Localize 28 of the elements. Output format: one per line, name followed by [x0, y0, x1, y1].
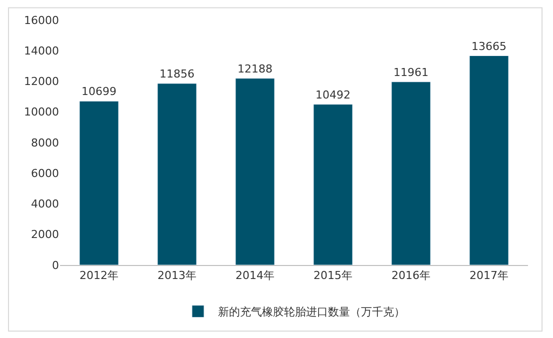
bar — [469, 56, 509, 265]
x-tick-label: 2016年 — [392, 269, 430, 282]
x-tick-label: 2015年 — [314, 269, 352, 282]
y-tick-label: 16000 — [24, 14, 59, 27]
bar — [391, 82, 431, 265]
y-tick-label: 14000 — [24, 44, 59, 58]
bar — [313, 104, 353, 265]
legend-label: 新的充气橡胶轮胎进口数量（万千克） — [218, 306, 405, 319]
data-label: 13665 — [472, 40, 506, 53]
data-label: 10699 — [82, 85, 116, 98]
y-tick-label: 12000 — [24, 75, 59, 88]
data-label: 11961 — [394, 66, 428, 79]
data-label: 12188 — [238, 62, 272, 76]
y-tick-label: 2000 — [31, 228, 59, 242]
y-tick-label: 8000 — [31, 136, 59, 150]
bar — [157, 83, 197, 265]
bar — [79, 100, 119, 265]
data-label: 11856 — [160, 67, 194, 80]
data-label: 10492 — [316, 88, 350, 102]
y-tick-label: 0 — [52, 258, 59, 272]
x-tick-label: 2017年 — [470, 269, 508, 282]
bar — [235, 78, 275, 265]
y-tick-label: 6000 — [31, 166, 59, 180]
y-tick-label: 4000 — [31, 198, 59, 211]
y-tick-label: 10000 — [24, 106, 59, 119]
x-tick-label: 2014年 — [236, 269, 274, 282]
x-tick-label: 2013年 — [158, 269, 196, 282]
x-tick-label: 2012年 — [80, 269, 118, 282]
